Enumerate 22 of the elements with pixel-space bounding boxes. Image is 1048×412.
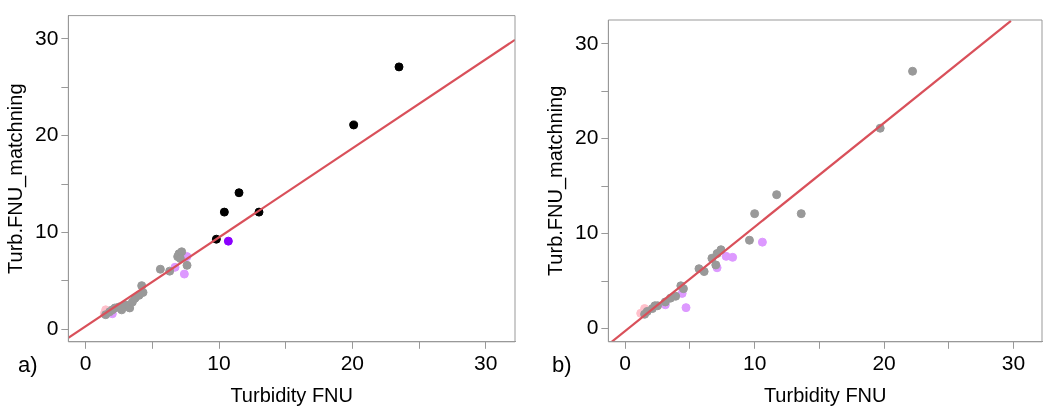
x-axis-title: Turbidity FNU: [230, 383, 353, 406]
y-tick-label: 30: [575, 30, 599, 54]
y-tick-label: 0: [46, 316, 59, 340]
y-tick-label: 10: [35, 219, 59, 243]
y-tick-label: 20: [35, 122, 59, 146]
x-tick-label: 20: [340, 351, 365, 375]
text: b): [552, 351, 572, 377]
x-tick-label: 10: [742, 351, 767, 375]
x-tick-label: 0: [619, 351, 632, 375]
x-tick-label: 20: [872, 351, 896, 375]
y-axis-title: Turb.FNU_matchning: [3, 83, 27, 274]
y-tick-label: 0: [586, 315, 599, 339]
x-axis-title: Turbidity FNU: [763, 383, 887, 406]
y-tick-label: 30: [35, 25, 59, 49]
y-axis-title: Turb.FNU_matchning: [543, 85, 567, 277]
x-tick-label: 30: [1001, 351, 1026, 375]
x-tick-label: 0: [79, 351, 92, 375]
y-tick-label: 20: [575, 125, 599, 149]
x-tick-label: 30: [473, 351, 498, 375]
x-tick-label: 10: [207, 351, 231, 375]
text: a): [18, 351, 38, 377]
y-tick-label: 10: [575, 220, 599, 244]
